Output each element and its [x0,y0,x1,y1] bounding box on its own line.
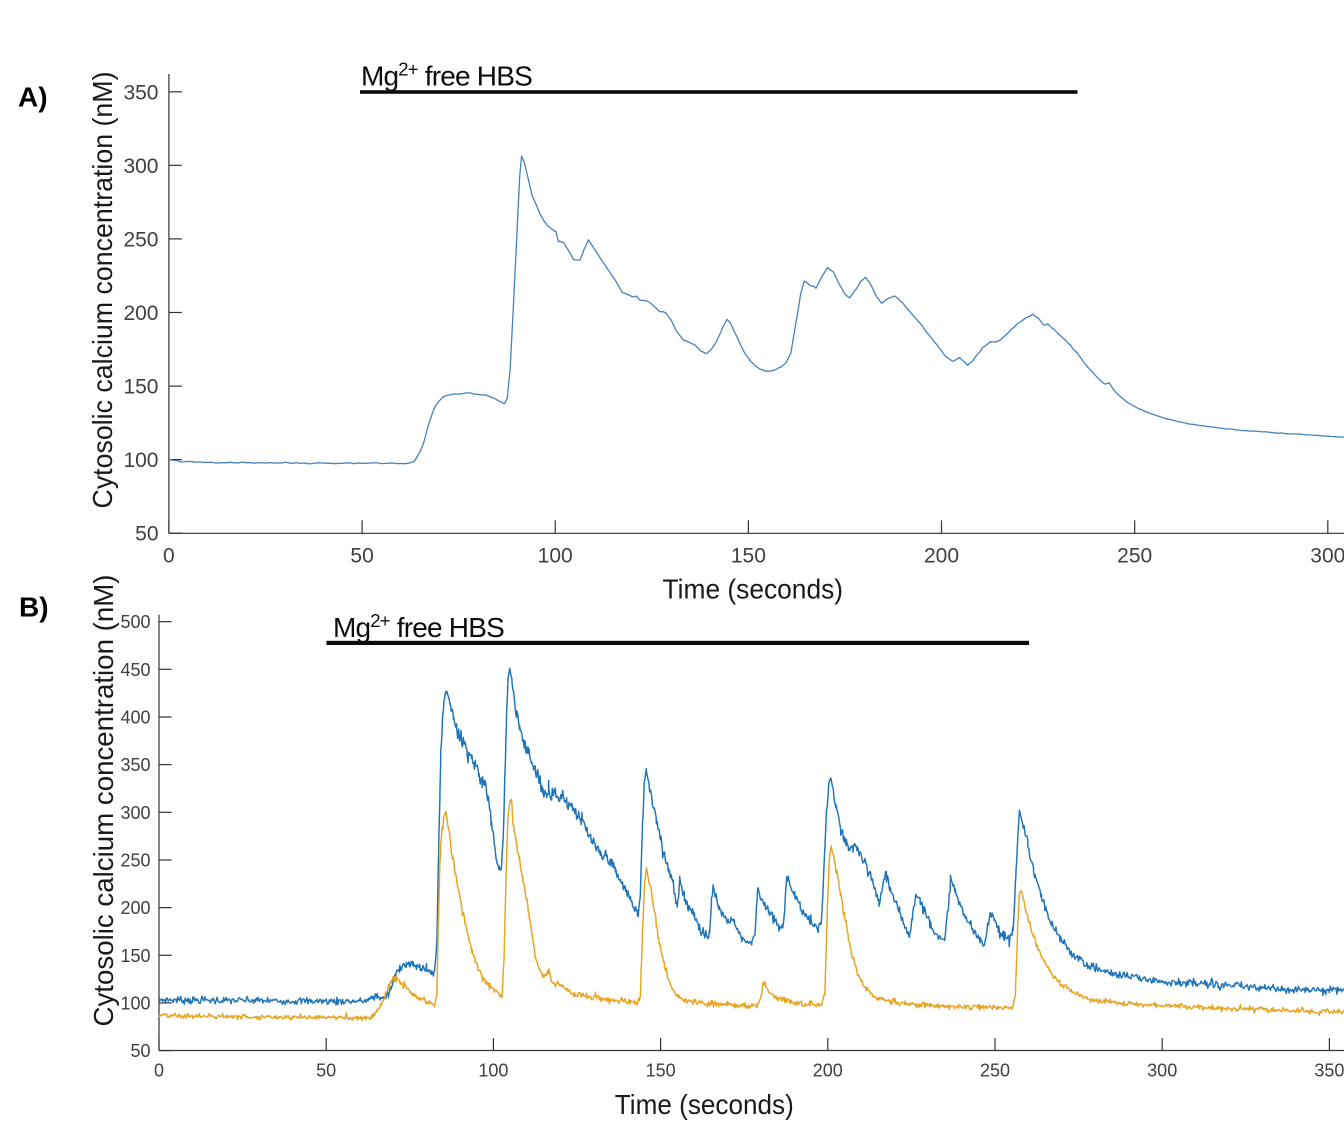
svg-text:Cytosolic calcium concentratio: Cytosolic calcium concentration (nM) [88,575,119,1027]
svg-text:100: 100 [478,1061,508,1081]
svg-text:150: 150 [123,376,158,399]
svg-text:0: 0 [154,1061,164,1081]
svg-text:350: 350 [120,755,150,775]
svg-text:350: 350 [1314,1061,1344,1081]
svg-text:150: 150 [120,946,150,966]
svg-text:400: 400 [120,708,150,728]
svg-text:250: 250 [123,228,158,251]
svg-text:150: 150 [731,545,766,568]
svg-text:450: 450 [120,660,150,680]
svg-text:250: 250 [120,851,150,871]
svg-text:200: 200 [120,898,150,918]
svg-text:Mg2+ free HBS: Mg2+ free HBS [333,610,504,643]
svg-text:Time (seconds): Time (seconds) [663,574,844,605]
svg-text:100: 100 [538,545,573,568]
svg-text:100: 100 [123,449,158,472]
svg-text:Mg2+ free HBS: Mg2+ free HBS [361,59,532,92]
svg-text:200: 200 [924,545,959,568]
svg-text:250: 250 [980,1061,1010,1081]
svg-text:B): B) [19,591,49,622]
svg-text:300: 300 [1147,1061,1177,1081]
svg-text:150: 150 [646,1061,676,1081]
svg-text:A): A) [18,81,48,112]
svg-text:Cytosolic calcium concentratio: Cytosolic calcium concentration (nM) [87,72,118,509]
svg-text:50: 50 [135,523,158,546]
svg-text:Time (seconds): Time (seconds) [615,1089,794,1120]
svg-text:250: 250 [1117,545,1152,568]
svg-text:500: 500 [120,612,150,632]
svg-text:50: 50 [130,1041,150,1061]
svg-text:350: 350 [123,81,158,104]
svg-text:0: 0 [163,545,175,568]
svg-text:50: 50 [316,1061,336,1081]
svg-text:200: 200 [123,302,158,325]
svg-text:50: 50 [350,545,373,568]
svg-text:300: 300 [123,155,158,178]
svg-text:100: 100 [120,993,150,1013]
svg-text:200: 200 [813,1061,843,1081]
svg-text:300: 300 [120,803,150,823]
svg-text:300: 300 [1310,545,1344,568]
